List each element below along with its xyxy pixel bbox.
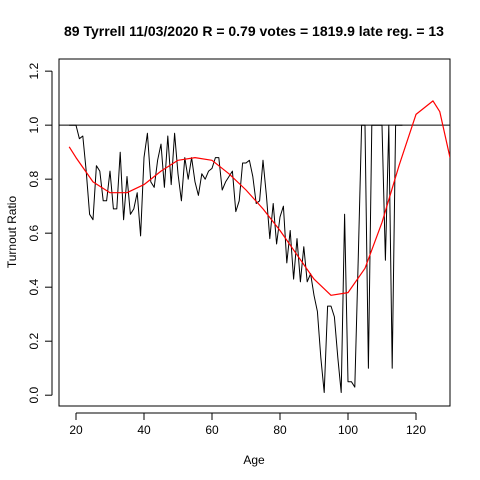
- y-tick-label: 0.8: [27, 171, 41, 188]
- plot-area: [58, 58, 451, 407]
- x-axis-label: Age: [243, 453, 265, 467]
- y-tick-label: 1.2: [27, 62, 41, 79]
- y-tick-label: 1.0: [27, 116, 41, 133]
- y-tick-label: 0.4: [27, 279, 41, 296]
- x-tick-label: 40: [137, 423, 151, 437]
- plot-frame: [58, 58, 451, 407]
- x-tick-label: 120: [406, 423, 426, 437]
- series-layer: [59, 100, 450, 393]
- y-tick-label: 0.2: [27, 333, 41, 350]
- y-tick-label: 0.0: [27, 387, 41, 404]
- observed-series-line: [69, 124, 403, 393]
- x-tick-label: 100: [338, 423, 358, 437]
- x-tick-label: 20: [69, 423, 83, 437]
- y-axis: 0.0 0.2 0.4 0.6 0.8 1.0 1.2: [27, 62, 53, 404]
- x-axis: 20 40 60 80 100 120: [69, 412, 426, 437]
- x-tick-label: 80: [273, 423, 287, 437]
- x-tick-label: 60: [205, 423, 219, 437]
- chart-title: 89 Tyrrell 11/03/2020 R = 0.79 votes = 1…: [64, 23, 444, 39]
- y-axis-label: Turnout Ratio: [5, 196, 19, 269]
- y-tick-label: 0.6: [27, 225, 41, 242]
- fit-curve-line: [68, 100, 450, 296]
